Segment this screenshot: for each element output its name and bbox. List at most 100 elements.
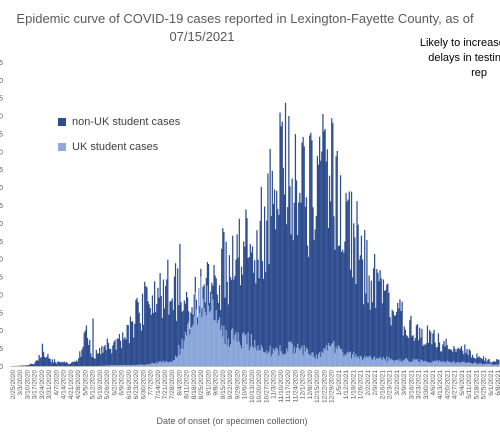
- bar-non-uk: [145, 286, 147, 366]
- bar-uk: [403, 360, 405, 366]
- bar-non-uk: [298, 202, 300, 366]
- bar-uk: [165, 361, 167, 366]
- bar-uk: [177, 356, 179, 366]
- bar-uk: [158, 361, 160, 366]
- bar-uk: [314, 358, 316, 366]
- bar-uk: [288, 341, 290, 366]
- chart-title: Epidemic curve of COVID-19 cases reporte…: [0, 10, 500, 46]
- bar-non-uk: [379, 270, 381, 366]
- bar-uk: [294, 353, 297, 366]
- bar-non-uk: [432, 333, 434, 366]
- bar-non-uk: [361, 259, 364, 366]
- bar-non-uk: [389, 317, 391, 366]
- bar-non-uk: [404, 329, 407, 366]
- bar-non-uk: [456, 348, 458, 366]
- y-tick-label: 350: [0, 114, 3, 121]
- bar-non-uk: [141, 293, 144, 366]
- bar-uk: [451, 363, 453, 366]
- bar-uk: [295, 347, 298, 366]
- bar-uk: [166, 360, 168, 366]
- bar-uk: [335, 346, 337, 366]
- bar-non-uk: [396, 311, 398, 366]
- bar-non-uk: [276, 190, 278, 366]
- bar-uk: [434, 360, 436, 366]
- x-tick-label: 11/3/2020: [271, 370, 278, 399]
- bar-non-uk: [401, 301, 403, 366]
- bar-uk: [365, 357, 367, 366]
- bar-non-uk: [485, 357, 487, 366]
- legend-item-uk: UK student cases: [58, 141, 180, 153]
- bar-non-uk: [51, 359, 53, 366]
- bar-non-uk: [422, 345, 424, 366]
- bar-non-uk: [435, 347, 437, 366]
- series-non-uk-bars: [13, 102, 500, 366]
- bar-non-uk: [45, 357, 47, 366]
- x-tick-label: 5/19/2020: [97, 370, 104, 400]
- bar-uk: [320, 356, 322, 366]
- bar-uk: [157, 363, 159, 366]
- bar-non-uk: [341, 251, 343, 366]
- bar-non-uk: [352, 277, 354, 366]
- bar-non-uk: [370, 280, 372, 366]
- bar-non-uk: [229, 277, 232, 366]
- bar-non-uk: [33, 364, 35, 366]
- bar-non-uk: [311, 140, 313, 366]
- bar-non-uk: [31, 364, 34, 366]
- bar-uk: [203, 308, 205, 366]
- bar-non-uk: [382, 279, 385, 366]
- x-tick-label: 5/25/2021: [481, 370, 488, 400]
- bar-uk: [368, 356, 370, 366]
- bar-non-uk: [40, 357, 42, 366]
- y-tick-label: 200: [0, 221, 3, 228]
- bar-uk: [448, 362, 451, 366]
- x-tick-label: 1/19/2021: [350, 370, 357, 400]
- bar-uk: [126, 365, 128, 366]
- bar-non-uk: [487, 359, 489, 366]
- bar-uk: [339, 349, 342, 366]
- x-tick-label: 10/6/2020: [242, 370, 249, 400]
- bar-uk: [115, 365, 117, 366]
- bar-non-uk: [167, 259, 169, 366]
- bar-non-uk: [356, 201, 358, 366]
- x-tick-label: 10/27/2020: [263, 370, 270, 403]
- bar-uk: [214, 320, 216, 366]
- bar-uk: [308, 354, 310, 366]
- bar-uk: [124, 365, 126, 366]
- x-tick-label: 6/1/2021: [488, 370, 495, 396]
- bar-non-uk: [172, 310, 174, 366]
- bar-non-uk: [48, 358, 50, 366]
- bar-uk: [200, 276, 202, 366]
- bar-uk: [315, 354, 317, 366]
- bar-non-uk: [350, 191, 353, 366]
- bar-uk: [268, 351, 270, 366]
- bar-uk: [248, 350, 250, 366]
- bar-non-uk: [279, 112, 281, 366]
- bar-uk: [432, 360, 434, 366]
- bar-uk: [266, 350, 268, 366]
- bar-non-uk: [180, 302, 182, 366]
- bar-non-uk: [271, 170, 273, 366]
- bar-uk: [496, 364, 498, 366]
- bar-uk: [232, 328, 234, 366]
- bar-non-uk: [409, 320, 411, 366]
- bar-uk: [427, 362, 430, 366]
- bar-non-uk: [316, 156, 319, 366]
- bar-uk: [460, 361, 463, 366]
- bar-non-uk: [37, 360, 39, 366]
- bar-non-uk: [405, 335, 408, 366]
- bar-non-uk: [107, 342, 110, 366]
- y-tick-label: 125: [0, 275, 3, 282]
- x-tick-label: 8/11/2020: [184, 370, 191, 399]
- bar-uk: [213, 320, 215, 366]
- bar-uk: [122, 365, 124, 366]
- bar-non-uk: [418, 340, 420, 366]
- bar-uk: [468, 362, 470, 366]
- bar-non-uk: [52, 362, 55, 366]
- bar-non-uk: [56, 363, 58, 366]
- y-tick-label: 425: [0, 60, 3, 67]
- bar-non-uk: [468, 349, 470, 366]
- y-tick-label: 75: [0, 310, 3, 317]
- bar-non-uk: [113, 341, 115, 366]
- bar-uk: [491, 364, 493, 366]
- bar-uk: [168, 362, 170, 366]
